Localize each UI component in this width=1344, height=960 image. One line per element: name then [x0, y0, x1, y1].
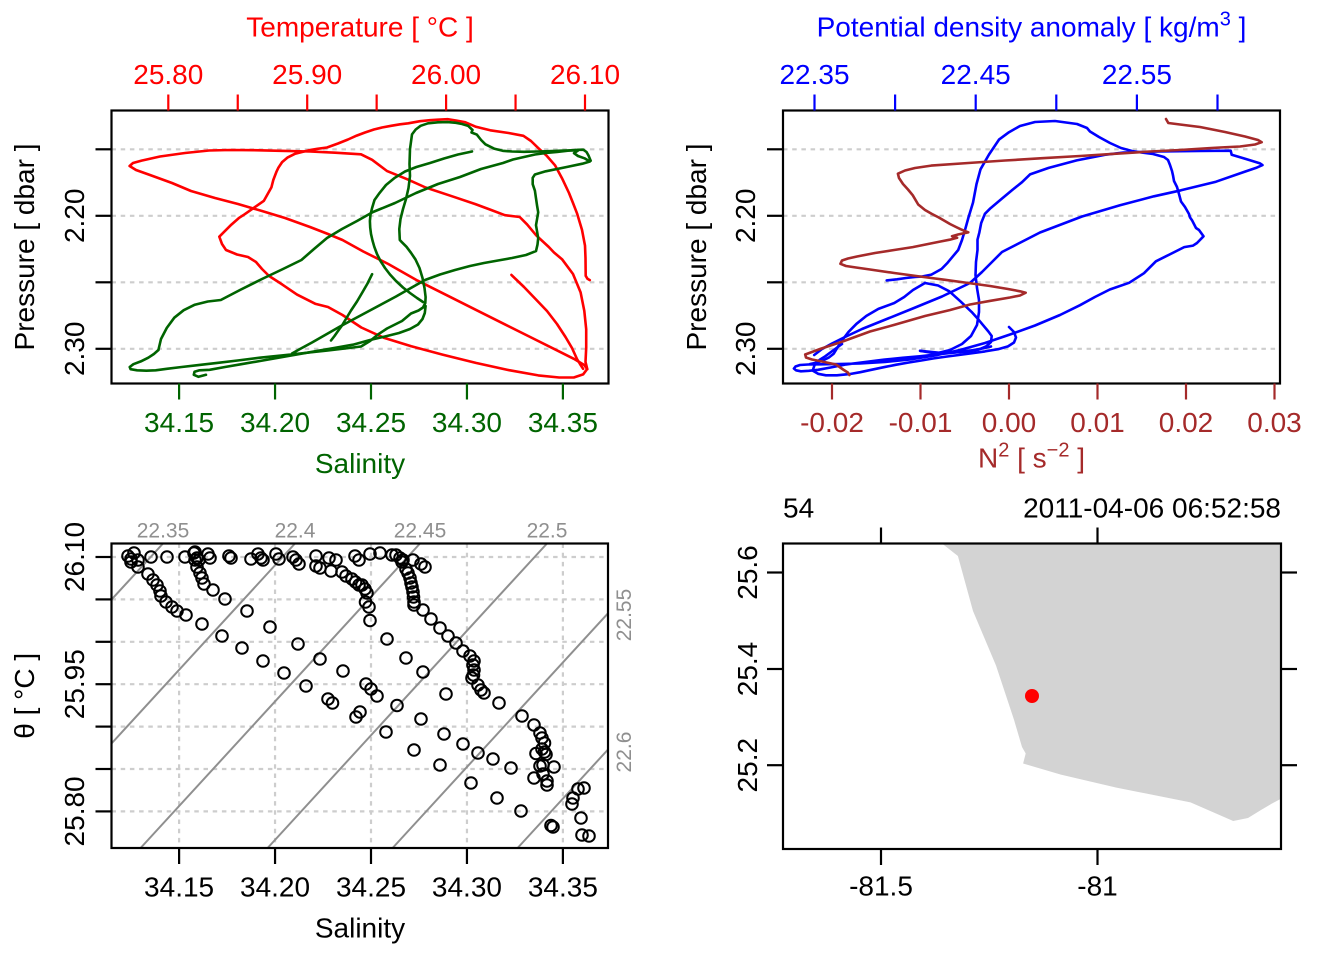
svg-text:25.95: 25.95	[59, 649, 90, 719]
svg-text:0.01: 0.01	[1070, 407, 1125, 438]
svg-text:Salinity: Salinity	[315, 448, 405, 479]
svg-text:34.20: 34.20	[240, 407, 310, 438]
svg-text:2.30: 2.30	[730, 322, 761, 377]
svg-text:25.80: 25.80	[133, 59, 203, 90]
svg-text:34.35: 34.35	[528, 407, 598, 438]
svg-text:N2 [ s−2 ]: N2 [ s−2 ]	[978, 440, 1085, 474]
svg-text:34.30: 34.30	[432, 407, 502, 438]
svg-text:54: 54	[783, 493, 814, 524]
svg-text:22.55: 22.55	[1102, 59, 1172, 90]
svg-text:34.25: 34.25	[336, 872, 406, 903]
svg-text:25.80: 25.80	[59, 776, 90, 846]
svg-text:25.90: 25.90	[272, 59, 342, 90]
svg-text:26.00: 26.00	[411, 59, 481, 90]
svg-text:0.00: 0.00	[982, 407, 1037, 438]
svg-text:-81.5: -81.5	[849, 871, 913, 902]
svg-text:Salinity: Salinity	[315, 913, 405, 944]
svg-text:25.6: 25.6	[732, 545, 763, 600]
svg-text:2011-04-06 06:52:58: 2011-04-06 06:52:58	[1023, 493, 1281, 524]
svg-text:25.4: 25.4	[732, 642, 763, 697]
svg-text:22.4: 22.4	[275, 520, 316, 543]
svg-text:22.35: 22.35	[137, 520, 190, 543]
svg-text:34.35: 34.35	[528, 872, 598, 903]
svg-text:22.55: 22.55	[613, 589, 636, 642]
svg-text:Temperature [ °C ]: Temperature [ °C ]	[246, 12, 474, 43]
svg-text:0.03: 0.03	[1247, 407, 1302, 438]
svg-text:2.20: 2.20	[730, 189, 761, 244]
svg-text:26.10: 26.10	[550, 59, 620, 90]
svg-text:Pressure [ dbar ]: Pressure [ dbar ]	[9, 144, 40, 351]
svg-text:-81: -81	[1077, 871, 1117, 902]
svg-text:34.15: 34.15	[144, 407, 214, 438]
svg-text:Pressure [ dbar ]: Pressure [ dbar ]	[681, 144, 712, 351]
svg-text:25.2: 25.2	[732, 738, 763, 793]
svg-text:34.30: 34.30	[432, 872, 502, 903]
svg-text:0.02: 0.02	[1159, 407, 1214, 438]
svg-text:θ [ °C ]: θ [ °C ]	[9, 653, 40, 739]
svg-text:34.15: 34.15	[144, 872, 214, 903]
svg-text:22.45: 22.45	[941, 59, 1011, 90]
svg-text:22.45: 22.45	[394, 520, 447, 543]
svg-text:34.25: 34.25	[336, 407, 406, 438]
svg-text:22.35: 22.35	[779, 59, 849, 90]
svg-text:26.10: 26.10	[59, 522, 90, 592]
svg-text:22.5: 22.5	[527, 520, 568, 543]
svg-text:2.20: 2.20	[59, 189, 90, 244]
svg-text:22.6: 22.6	[613, 732, 636, 773]
svg-text:Potential density anomaly [ kg: Potential density anomaly [ kg/m3 ]	[817, 9, 1247, 43]
svg-text:-0.01: -0.01	[889, 407, 953, 438]
svg-text:2.30: 2.30	[59, 322, 90, 377]
svg-text:-0.02: -0.02	[800, 407, 864, 438]
svg-text:34.20: 34.20	[240, 872, 310, 903]
